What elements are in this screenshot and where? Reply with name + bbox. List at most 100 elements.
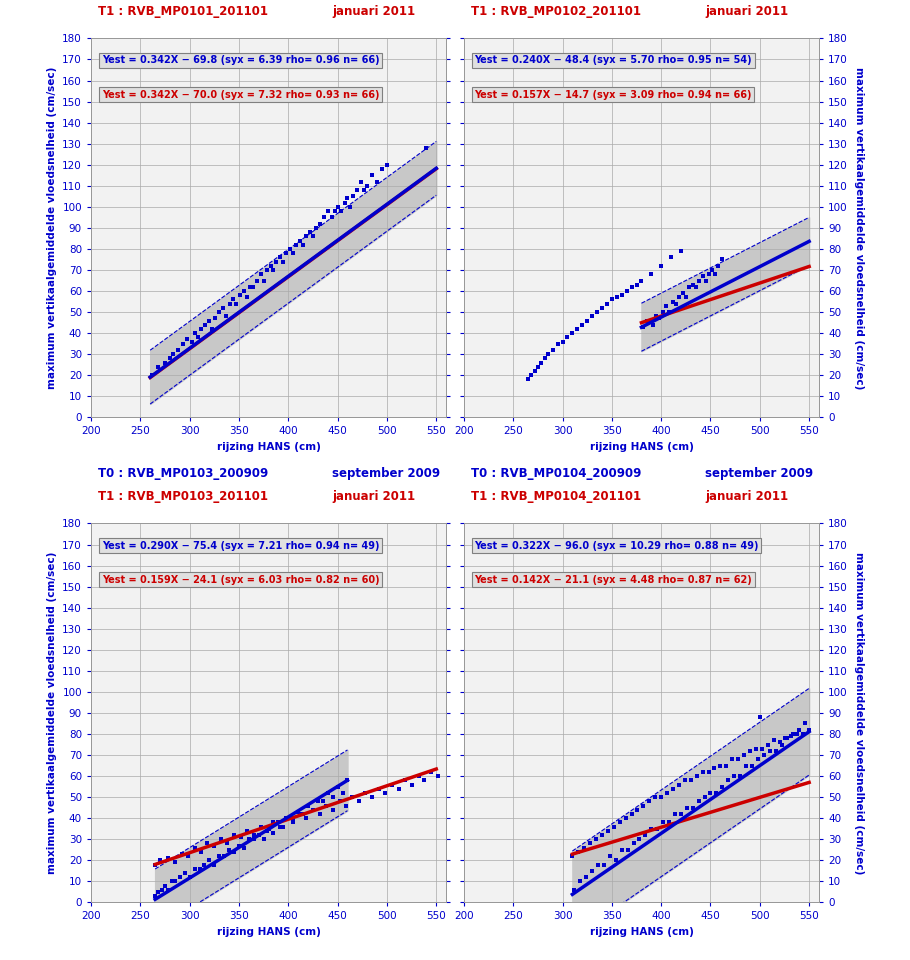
X-axis label: rijzing HANS (cm): rijzing HANS (cm): [590, 927, 693, 937]
Point: [170, 343, 185, 358]
Point: [214, 831, 228, 847]
Point: [580, 313, 594, 328]
Point: [212, 849, 227, 864]
Point: [352, 794, 367, 809]
Point: [340, 191, 355, 206]
Point: [217, 849, 231, 864]
Point: [251, 828, 266, 843]
Point: [179, 332, 194, 348]
Point: [312, 806, 327, 822]
Point: [372, 781, 387, 797]
Point: [298, 228, 313, 244]
Point: [391, 781, 406, 797]
Point: [766, 732, 781, 748]
Point: [727, 768, 742, 783]
Point: [673, 806, 688, 822]
Point: [431, 768, 446, 783]
Point: [632, 831, 647, 847]
Point: [167, 874, 182, 889]
Text: september 2009: september 2009: [705, 467, 814, 480]
X-axis label: rijzing HANS (cm): rijzing HANS (cm): [217, 927, 320, 937]
Point: [167, 854, 182, 870]
Point: [208, 311, 223, 326]
Point: [565, 325, 580, 341]
Point: [607, 819, 622, 834]
Point: [682, 279, 696, 295]
Point: [219, 308, 234, 324]
Point: [725, 752, 740, 767]
Text: Yest = 0.342X − 69.8 (syx = 6.39 rho= 0.96 n= 66): Yest = 0.342X − 69.8 (syx = 6.39 rho= 0.…: [102, 56, 379, 65]
Point: [669, 296, 683, 311]
Point: [185, 334, 199, 349]
Text: T1 : RVB_MP0104_201101: T1 : RVB_MP0104_201101: [471, 490, 642, 503]
Point: [276, 819, 290, 834]
Point: [678, 773, 693, 788]
Point: [243, 279, 258, 295]
Point: [263, 258, 278, 274]
Point: [577, 840, 592, 855]
Point: [232, 838, 247, 853]
Point: [182, 870, 197, 885]
Point: [234, 829, 248, 845]
Point: [296, 806, 310, 822]
Point: [273, 250, 288, 265]
Point: [662, 304, 676, 320]
Point: [291, 804, 306, 820]
Point: [565, 849, 580, 864]
Point: [541, 347, 555, 362]
Text: januari 2011: januari 2011: [705, 490, 788, 503]
Point: [180, 849, 195, 864]
Point: [601, 823, 615, 838]
Point: [202, 313, 217, 328]
Point: [257, 831, 271, 847]
Point: [369, 174, 384, 189]
Point: [685, 800, 700, 815]
Text: T0 : RVB_MP0104_200909: T0 : RVB_MP0104_200909: [471, 467, 642, 480]
Point: [257, 273, 271, 288]
Point: [343, 199, 358, 214]
Point: [614, 288, 629, 303]
Point: [739, 757, 753, 773]
Point: [570, 322, 584, 337]
Point: [293, 806, 308, 822]
Point: [573, 874, 588, 889]
Point: [187, 840, 202, 855]
Point: [306, 803, 320, 818]
Point: [237, 283, 251, 299]
Point: [644, 267, 659, 282]
Point: [175, 847, 189, 862]
Point: [713, 757, 728, 773]
Point: [698, 273, 713, 288]
Point: [157, 877, 172, 893]
Point: [161, 882, 176, 898]
Point: [774, 737, 789, 753]
Point: [773, 734, 787, 750]
Point: [354, 174, 369, 189]
Point: [267, 826, 281, 841]
Point: [624, 806, 639, 822]
Point: [335, 785, 349, 801]
Point: [659, 299, 673, 314]
Point: [223, 296, 238, 311]
Point: [604, 292, 619, 307]
Point: [281, 810, 296, 826]
Point: [151, 884, 166, 900]
Point: [649, 308, 663, 324]
Point: [163, 350, 177, 366]
Point: [796, 727, 811, 742]
Point: [688, 279, 703, 295]
Text: januari 2011: januari 2011: [705, 5, 788, 17]
Point: [743, 743, 757, 758]
Point: [763, 743, 777, 758]
Point: [241, 831, 256, 847]
Point: [656, 304, 671, 320]
Point: [702, 267, 716, 282]
Text: Yest = 0.240X − 48.4 (syx = 5.70 rho= 0.95 n= 54): Yest = 0.240X − 48.4 (syx = 5.70 rho= 0.…: [474, 56, 753, 65]
Point: [340, 773, 355, 788]
Point: [646, 317, 661, 332]
Point: [610, 290, 624, 305]
Point: [216, 300, 230, 316]
Point: [705, 262, 720, 277]
Point: [276, 253, 290, 269]
Point: [316, 794, 330, 809]
